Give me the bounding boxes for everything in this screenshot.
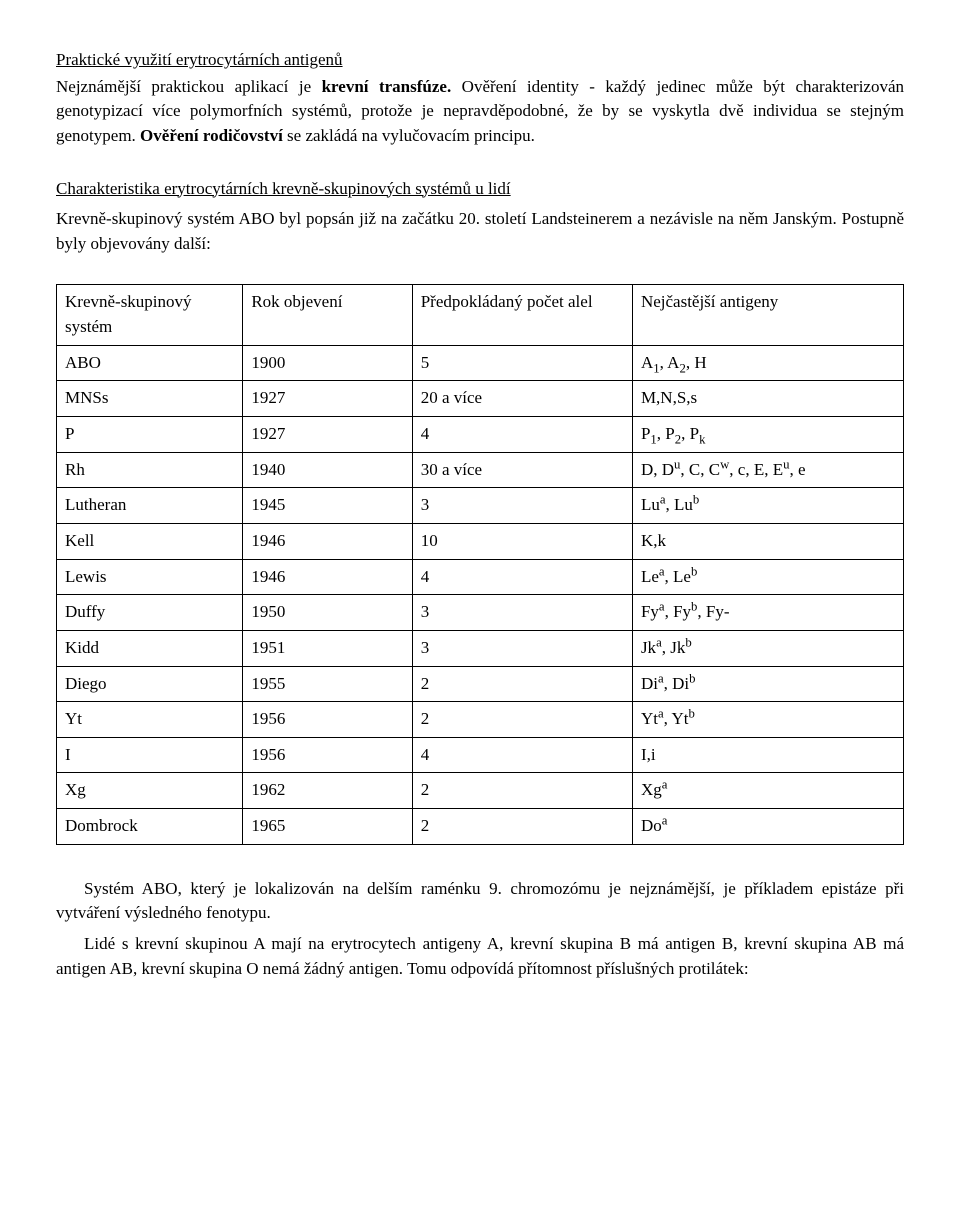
blood-group-systems-table: Krevně-skupinový systém Rok objevení Pře… — [56, 284, 904, 844]
table-head: Krevně-skupinový systém Rok objevení Pře… — [57, 285, 904, 345]
p1-part-d: Ověření rodičovství — [140, 126, 283, 145]
th-year: Rok objevení — [243, 285, 412, 345]
cell-antigens: Dia, Dib — [632, 666, 903, 702]
th-system: Krevně-skupinový systém — [57, 285, 243, 345]
cell-system: ABO — [57, 345, 243, 381]
cell-year: 1955 — [243, 666, 412, 702]
cell-system: Rh — [57, 452, 243, 488]
cell-alleles: 2 — [412, 702, 632, 738]
cell-system: Dombrock — [57, 809, 243, 845]
section-abo: Systém ABO, který je lokalizován na delš… — [56, 877, 904, 982]
table-row: Diego19552Dia, Dib — [57, 666, 904, 702]
section-title-characteristics: Charakteristika erytrocytárních krevně-s… — [56, 177, 904, 202]
table-row: Lewis19464Lea, Leb — [57, 559, 904, 595]
section-characteristics-paragraph: Krevně-skupinový systém ABO byl popsán j… — [56, 207, 904, 256]
cell-year: 1962 — [243, 773, 412, 809]
cell-year: 1927 — [243, 417, 412, 453]
cell-antigens: Jka, Jkb — [632, 630, 903, 666]
cell-antigens: A1, A2, H — [632, 345, 903, 381]
cell-alleles: 5 — [412, 345, 632, 381]
cell-antigens: Fya, Fyb, Fy- — [632, 595, 903, 631]
cell-year: 1965 — [243, 809, 412, 845]
table-row: Duffy19503Fya, Fyb, Fy- — [57, 595, 904, 631]
p1-part-e: se zakládá na vylučovacím principu. — [283, 126, 535, 145]
table-row: Kidd19513Jka, Jkb — [57, 630, 904, 666]
section-title-characteristics-text: Charakteristika erytrocytárních krevně-s… — [56, 179, 511, 198]
cell-year: 1950 — [243, 595, 412, 631]
cell-antigens: K,k — [632, 523, 903, 559]
cell-system: Yt — [57, 702, 243, 738]
abo-paragraph-1: Systém ABO, který je lokalizován na delš… — [56, 877, 904, 926]
cell-year: 1927 — [243, 381, 412, 417]
section-characteristics: Charakteristika erytrocytárních krevně-s… — [56, 177, 904, 257]
th-alleles: Předpokládaný počet alel — [412, 285, 632, 345]
section-title-practical: Praktické využití erytrocytárních antige… — [56, 48, 904, 73]
table-row: Lutheran19453Lua, Lub — [57, 488, 904, 524]
table-row: ABO19005A1, A2, H — [57, 345, 904, 381]
section-practical-use: Praktické využití erytrocytárních antige… — [56, 48, 904, 149]
cell-antigens: Doa — [632, 809, 903, 845]
table-body: ABO19005A1, A2, HMNSs192720 a víceM,N,S,… — [57, 345, 904, 844]
cell-system: Kidd — [57, 630, 243, 666]
cell-system: P — [57, 417, 243, 453]
abo-paragraph-2: Lidé s krevní skupinou A mají na erytroc… — [56, 932, 904, 981]
cell-alleles: 3 — [412, 595, 632, 631]
cell-antigens: Lea, Leb — [632, 559, 903, 595]
table-row: P19274P1, P2, Pk — [57, 417, 904, 453]
cell-year: 1900 — [243, 345, 412, 381]
cell-alleles: 2 — [412, 773, 632, 809]
table-row: Rh194030 a víceD, Du, C, Cw, c, E, Eu, e — [57, 452, 904, 488]
cell-antigens: P1, P2, Pk — [632, 417, 903, 453]
cell-year: 1946 — [243, 559, 412, 595]
p1-part-a: Nejznámější praktickou aplikací je — [56, 77, 322, 96]
cell-alleles: 4 — [412, 417, 632, 453]
cell-system: I — [57, 737, 243, 773]
cell-alleles: 3 — [412, 630, 632, 666]
cell-system: Diego — [57, 666, 243, 702]
table-row: Kell194610K,k — [57, 523, 904, 559]
cell-year: 1946 — [243, 523, 412, 559]
table-row: Dombrock19652Doa — [57, 809, 904, 845]
cell-antigens: D, Du, C, Cw, c, E, Eu, e — [632, 452, 903, 488]
cell-year: 1945 — [243, 488, 412, 524]
cell-system: Lewis — [57, 559, 243, 595]
cell-alleles: 20 a více — [412, 381, 632, 417]
cell-system: Lutheran — [57, 488, 243, 524]
cell-antigens: Xga — [632, 773, 903, 809]
cell-alleles: 2 — [412, 809, 632, 845]
table-row: Xg19622Xga — [57, 773, 904, 809]
cell-year: 1940 — [243, 452, 412, 488]
cell-alleles: 4 — [412, 737, 632, 773]
cell-system: Duffy — [57, 595, 243, 631]
section-practical-paragraph: Nejznámější praktickou aplikací je krevn… — [56, 75, 904, 149]
cell-antigens: Lua, Lub — [632, 488, 903, 524]
cell-alleles: 30 a více — [412, 452, 632, 488]
cell-system: Xg — [57, 773, 243, 809]
section-title-practical-text: Praktické využití erytrocytárních antige… — [56, 50, 343, 69]
table-row: I19564I,i — [57, 737, 904, 773]
cell-alleles: 10 — [412, 523, 632, 559]
cell-alleles: 2 — [412, 666, 632, 702]
th-antigens: Nejčastější antigeny — [632, 285, 903, 345]
cell-antigens: M,N,S,s — [632, 381, 903, 417]
cell-system: Kell — [57, 523, 243, 559]
cell-system: MNSs — [57, 381, 243, 417]
cell-year: 1956 — [243, 702, 412, 738]
cell-year: 1956 — [243, 737, 412, 773]
cell-alleles: 3 — [412, 488, 632, 524]
table-row: Yt19562Yta, Ytb — [57, 702, 904, 738]
table-row: MNSs192720 a víceM,N,S,s — [57, 381, 904, 417]
cell-antigens: Yta, Ytb — [632, 702, 903, 738]
cell-antigens: I,i — [632, 737, 903, 773]
cell-year: 1951 — [243, 630, 412, 666]
cell-alleles: 4 — [412, 559, 632, 595]
table-header-row: Krevně-skupinový systém Rok objevení Pře… — [57, 285, 904, 345]
p1-part-b: krevní transfúze. — [322, 77, 452, 96]
